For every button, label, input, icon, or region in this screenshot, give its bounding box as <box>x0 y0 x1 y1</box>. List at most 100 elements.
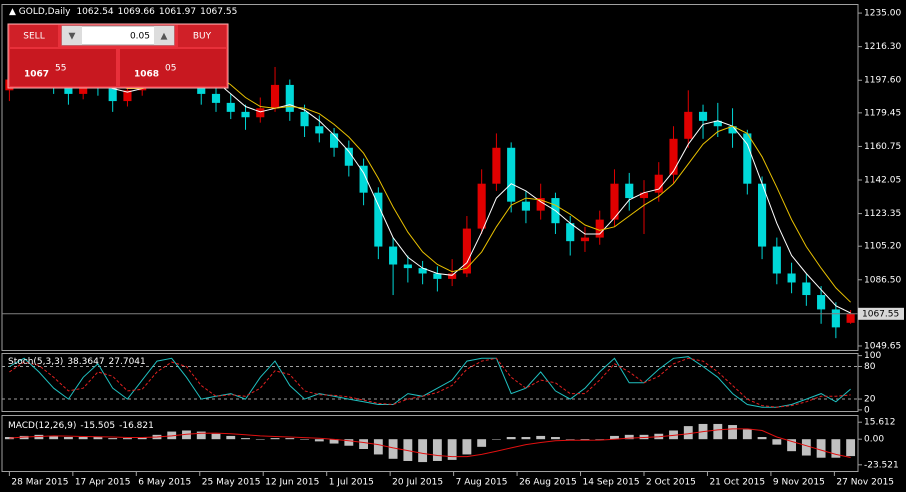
candle-body <box>846 313 855 323</box>
header-high: 1069.66 <box>118 7 155 17</box>
ask-small[interactable]: 05 <box>165 64 176 74</box>
macd-bar <box>580 439 590 441</box>
y-tick-label: 1086.50 <box>864 275 901 285</box>
x-tick-label: 1 Jul 2015 <box>329 478 374 488</box>
candle-body <box>831 309 840 328</box>
macd-bar <box>78 437 88 440</box>
candle-body <box>521 201 530 211</box>
candle-body <box>433 273 442 279</box>
y-tick-label: 1235.00 <box>864 9 901 19</box>
candle-body <box>713 120 722 127</box>
lot-value[interactable]: 0.05 <box>130 32 150 42</box>
candle-body <box>285 84 294 112</box>
macd-bar <box>846 439 856 457</box>
macd-last: -15.505 <box>80 421 115 431</box>
x-tick-label: 21 Oct 2015 <box>709 478 765 488</box>
ask-box[interactable] <box>120 49 226 86</box>
x-tick-label: 7 Aug 2015 <box>456 478 508 488</box>
macd-bar <box>506 437 516 440</box>
header-close: 1067.55 <box>200 7 237 17</box>
y-tick-label: 1216.30 <box>864 42 901 52</box>
candle-body <box>403 264 412 269</box>
macd-bar <box>4 437 14 440</box>
macd-frame <box>1 415 859 472</box>
macd-bar <box>359 439 369 449</box>
buy-button[interactable] <box>178 25 226 47</box>
candle-body <box>654 174 663 193</box>
ask-big[interactable]: 1068 <box>134 70 159 80</box>
macd-bar <box>314 439 324 442</box>
macd-bar <box>182 430 191 440</box>
candle-body <box>817 295 826 310</box>
macd-tick-label: 0.00 <box>864 435 884 445</box>
candle-body <box>566 223 575 242</box>
macd-signal-last: -16.821 <box>119 421 154 431</box>
candle-body <box>787 273 796 283</box>
macd-bar <box>285 438 295 440</box>
x-tick-label: 14 Sep 2015 <box>583 478 640 488</box>
macd-bar <box>447 439 457 460</box>
macd-bar <box>728 425 737 440</box>
y-tick-label: 1179.45 <box>864 108 901 118</box>
candle-body <box>669 138 678 175</box>
bid-small[interactable]: 55 <box>55 64 66 74</box>
candle-body <box>728 126 737 134</box>
macd-bar <box>344 439 354 446</box>
macd-bar <box>831 439 841 458</box>
candle-body <box>330 133 339 148</box>
candle-body <box>802 282 811 296</box>
stoch-signal <box>9 357 851 408</box>
macd-bar <box>565 439 575 440</box>
x-tick-label: 25 May 2015 <box>202 478 261 488</box>
lot-up-arrow[interactable]: ▲ <box>161 32 168 42</box>
candle-body <box>758 183 767 247</box>
candle-body <box>344 147 353 166</box>
candle-body <box>639 192 649 199</box>
macd-bar <box>108 438 118 440</box>
candle-body <box>743 133 752 184</box>
sell-button[interactable] <box>10 25 58 47</box>
macd-bar <box>123 438 132 440</box>
lot-up[interactable] <box>154 26 174 45</box>
macd-bar <box>432 439 442 461</box>
macd-bar <box>300 439 309 440</box>
candle-body <box>226 102 235 112</box>
macd-bar <box>477 439 487 447</box>
x-tick-label: 2 Oct 2015 <box>646 478 696 488</box>
candle-body <box>492 147 501 184</box>
macd-bar <box>373 439 383 455</box>
candle-body <box>772 246 781 274</box>
x-tick-label: 12 Jun 2015 <box>265 478 319 488</box>
candle-body <box>389 246 398 265</box>
price-label: 1067.55 <box>862 309 899 319</box>
candle-body <box>448 273 457 279</box>
macd-bar <box>521 437 531 440</box>
macd-bar <box>388 439 398 459</box>
stoch-tick-label: 100 <box>864 351 881 361</box>
stoch-main <box>9 356 851 408</box>
macd-bar <box>34 434 44 440</box>
stoch-tick-label: 20 <box>864 395 876 405</box>
x-tick-label: 27 Nov 2015 <box>836 478 894 488</box>
buy-label[interactable]: BUY <box>193 32 212 42</box>
candle-body <box>374 192 383 247</box>
x-tick-label: 26 Aug 2015 <box>519 478 577 488</box>
candle-body <box>108 84 117 102</box>
macd-bar <box>226 435 236 440</box>
macd-name: MACD(12,26,9) <box>8 421 76 431</box>
macd-bar <box>669 430 678 440</box>
macd-bar <box>772 439 782 445</box>
macd-bar <box>787 439 797 452</box>
candle-body <box>580 237 590 242</box>
macd-bar <box>255 439 265 440</box>
sell-label[interactable]: SELL <box>23 32 44 42</box>
lot-down[interactable] <box>62 26 82 45</box>
candle-body <box>359 165 368 193</box>
macd-bar <box>683 426 693 440</box>
bid-big[interactable]: 1067 <box>24 70 49 80</box>
x-tick-label: 28 Mar 2015 <box>11 478 68 488</box>
bid-box[interactable] <box>10 49 116 86</box>
lot-down-arrow[interactable]: ▼ <box>69 32 76 42</box>
macd-bar <box>63 437 73 440</box>
